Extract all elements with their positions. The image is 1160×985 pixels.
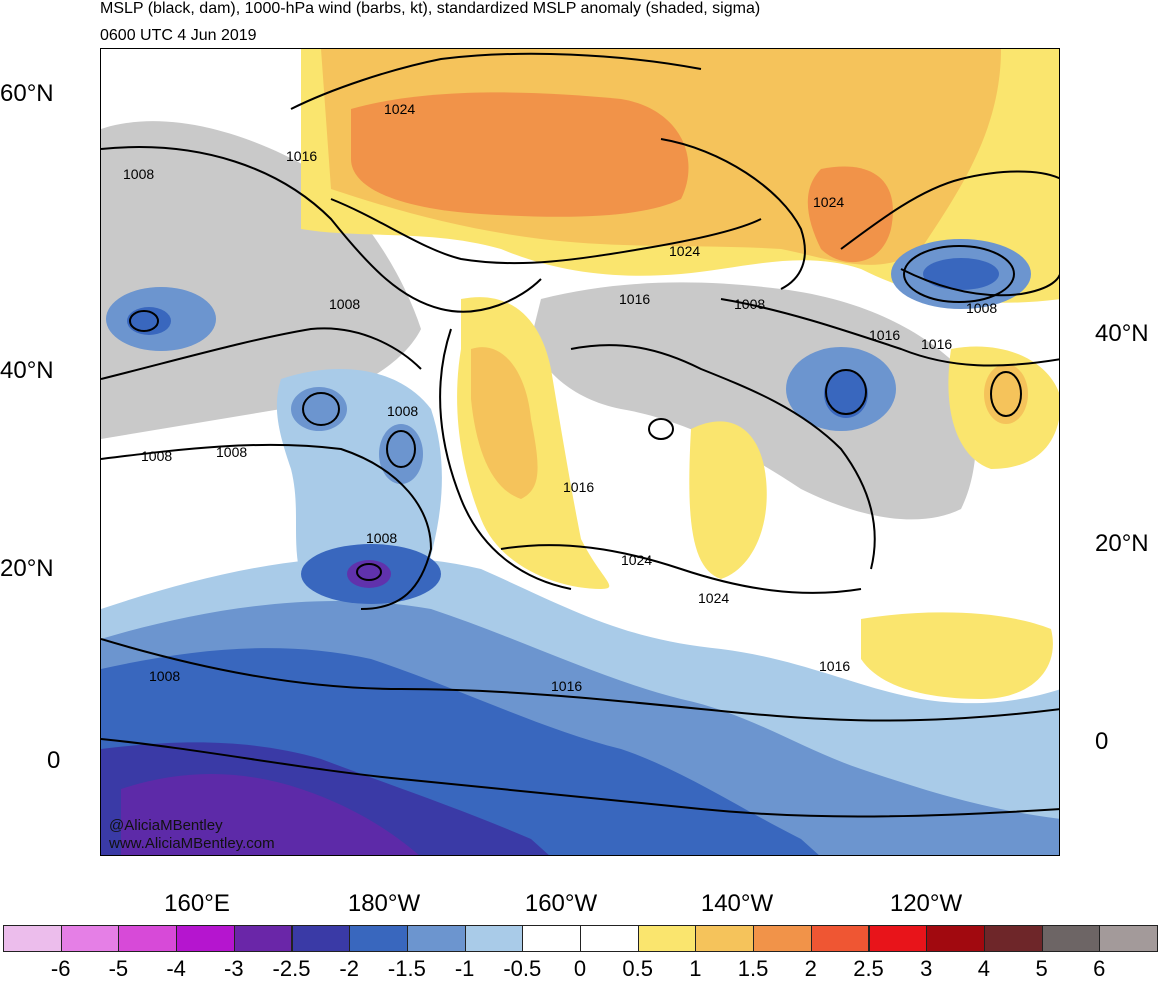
contour-label: 1008: [141, 448, 172, 464]
credit-handle: @AliciaMBentley: [109, 817, 223, 834]
anomaly-area-midpac-center: [347, 560, 391, 588]
colorbar-label: -2: [339, 956, 359, 981]
colorbar-swatch: [810, 925, 870, 952]
anomaly-area-npac-core: [824, 370, 868, 418]
anomaly-area-subtrop-high-orange: [471, 347, 538, 499]
colorbar-swatch: [983, 925, 1043, 952]
contour-label: 1008: [216, 444, 247, 460]
colorbar-label: -0.5: [503, 956, 542, 981]
colorbar-swatch: [118, 925, 178, 952]
contour-label: 1008: [329, 296, 360, 312]
contour-label-group: 1024 1016 1008 1008 1008 1008 1008 1008 …: [123, 101, 997, 694]
contour-label: 1024: [384, 101, 415, 117]
colorbar-swatch: [868, 925, 928, 952]
anomaly-area-low-deep: [121, 774, 419, 855]
colorbar-swatch: [637, 925, 697, 952]
contour-label: 1008: [966, 300, 997, 316]
anomaly-area-npac-grey: [531, 282, 976, 520]
lat-label-right: 20°N: [1095, 530, 1149, 557]
colorbar-swatch: [926, 925, 985, 952]
colorbar-label: -2.5: [272, 956, 311, 981]
lat-label-left: 60°N: [0, 80, 54, 107]
mslp-contours: [101, 52, 1059, 818]
colorbar-swatch: [522, 925, 581, 952]
anomaly-area-ne-core: [923, 258, 999, 290]
contour-label: 1016: [551, 678, 582, 694]
valid-time: 0600 UTC 4 Jun 2019: [100, 27, 257, 44]
colorbar-label: -5: [108, 956, 129, 981]
colorbar-swatch: [753, 925, 812, 952]
contour-label: 1016: [619, 291, 650, 307]
contour-label: 1008: [387, 403, 418, 419]
colorbar-swatch: [3, 925, 62, 952]
colorbar-label: 0.5: [622, 956, 653, 981]
colorbar-label: 1: [689, 956, 702, 981]
lat-label-left: 20°N: [0, 555, 54, 582]
anomaly-area-high-north-strong: [351, 92, 689, 217]
contour-label: 1016: [563, 479, 594, 495]
colorbar-label: 5: [1035, 956, 1048, 981]
colorbar-swatch: [1041, 925, 1101, 952]
colorbar-swatch: [291, 925, 351, 952]
contour-label: 1016: [869, 327, 900, 343]
colorbar-label: 4: [977, 956, 991, 981]
colorbar-label: 6: [1093, 956, 1106, 981]
colorbar-label: -1.5: [387, 956, 426, 981]
lon-label: 120°W: [889, 890, 963, 917]
contour-label: 1024: [698, 590, 729, 606]
colorbar-swatch: [1099, 925, 1158, 952]
anomaly-area-tropical-high: [861, 612, 1053, 699]
lon-label: 180°W: [347, 890, 421, 917]
contour-label: 1016: [921, 336, 952, 352]
contour-label: 1024: [621, 552, 652, 568]
lon-label: 140°W: [700, 890, 774, 917]
colorbar-label: -1: [454, 956, 475, 981]
colorbar-swatch: [176, 925, 235, 952]
colorbar-swatch: [349, 925, 408, 952]
colorbar-label: 0: [573, 956, 587, 981]
colorbar-label: -3: [224, 956, 244, 981]
anomaly-map: 1024 1016 1008 1008 1008 1008 1008 1008 …: [101, 49, 1059, 855]
lon-label: 160°W: [524, 890, 598, 917]
contour-label: 1008: [149, 668, 180, 684]
lat-label-left: 0: [47, 747, 61, 774]
contour-label: 1016: [819, 658, 850, 674]
colorbar-label: 2: [804, 956, 817, 981]
lon-label: 160°E: [164, 890, 230, 917]
colorbar-swatch: [695, 925, 755, 952]
colorbar-swatch: [233, 925, 293, 952]
colorbar-label: 1.5: [737, 956, 769, 981]
lat-label-right: 0: [1095, 728, 1109, 755]
colorbar-label: -6: [50, 956, 71, 981]
contour-label: 1016: [286, 148, 317, 164]
contour-label: 1024: [669, 243, 700, 259]
colorbar-swatch: [580, 925, 639, 952]
contour-label: 1024: [813, 194, 844, 210]
colorbar-swatch: [406, 925, 466, 952]
credit-website: www.AliciaMBentley.com: [109, 835, 275, 852]
contour-label: 1008: [366, 530, 397, 546]
map-title: MSLP (black, dam), 1000-hPa wind (barbs,…: [100, 0, 761, 17]
credit-text: @AliciaMBentley www.AliciaMBentley.com: [109, 817, 275, 853]
anomaly-area-dateline-low2: [379, 424, 423, 484]
contour-label: 1008: [734, 296, 765, 312]
lat-label-right: 40°N: [1095, 320, 1149, 347]
contour-label: 1008: [123, 166, 154, 182]
colorbar-swatch: [60, 925, 120, 952]
colorbar-label: 3: [920, 956, 933, 981]
colorbar-swatch: [464, 925, 524, 952]
anomaly-area-high-canada: [807, 166, 893, 263]
colorbar-label: 2.5: [853, 956, 884, 981]
colorbar-label: -4: [166, 956, 186, 981]
colorbar: -6 -5 -4 -3 -2.5 -2 -1.5 -1 -0.5 0 0.5 1 1.5 2 2.5 3 4 5 6: [0, 925, 1160, 985]
anomaly-area-wpac-core: [127, 307, 171, 335]
anomaly-area-ep-high: [689, 421, 767, 579]
lat-label-left: 40°N: [0, 357, 54, 384]
map-panel: 1024 1016 1008 1008 1008 1008 1008 1008 …: [100, 48, 1060, 856]
